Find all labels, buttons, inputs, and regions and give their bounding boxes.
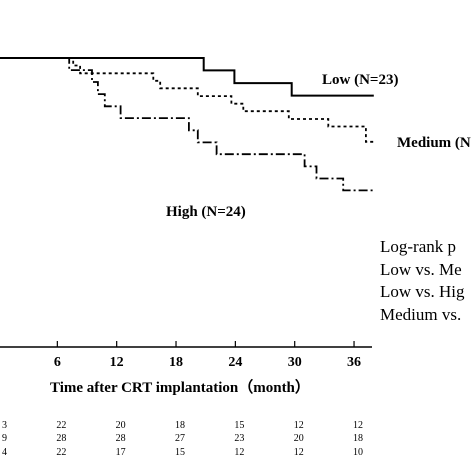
at-risk-count: 23 — [234, 433, 244, 444]
at-risk-count: 12 — [353, 420, 363, 431]
x-tick-label: 6 — [54, 355, 61, 370]
x-tick-label: 30 — [288, 355, 302, 370]
at-risk-count: 12 — [294, 420, 304, 431]
at-risk-count: 22 — [56, 447, 66, 458]
x-axis-label: Time after CRT implantation（month） — [50, 378, 310, 396]
x-axis-ticks: 6 12 18 24 30 36 — [54, 341, 361, 370]
numbers-at-risk-table: 3 22 20 18 15 12 12 9 28 28 27 23 20 18 4 22 17 15 12 12 10 — [2, 420, 363, 458]
x-tick-label: 36 — [347, 355, 361, 370]
x-tick-label: 12 — [110, 355, 124, 370]
at-risk-count: 18 — [353, 433, 363, 444]
low-survival-curve — [0, 57, 374, 97]
survival-curves — [0, 57, 374, 192]
at-risk-count: 28 — [56, 433, 66, 444]
logrank-medium-vs-high: Medium vs. — [380, 305, 461, 324]
high-survival-curve — [0, 57, 374, 192]
at-risk-count: 28 — [116, 433, 126, 444]
at-risk-count: 12 — [234, 447, 244, 458]
logrank-title: Log-rank p — [380, 237, 456, 256]
logrank-low-vs-medium: Low vs. Me — [380, 260, 462, 279]
at-risk-count: 3 — [2, 420, 7, 431]
at-risk-count: 20 — [116, 420, 126, 431]
at-risk-count: 10 — [353, 447, 363, 458]
at-risk-count: 22 — [56, 420, 66, 431]
series-label-high: High (N=24) — [166, 204, 246, 220]
at-risk-count: 15 — [175, 447, 185, 458]
at-risk-count: 27 — [175, 433, 185, 444]
logrank-low-vs-high: Low vs. Hig — [380, 282, 465, 301]
at-risk-count: 4 — [2, 447, 7, 458]
at-risk-count: 9 — [2, 433, 7, 444]
series-label-low: Low (N=23) — [322, 72, 398, 88]
at-risk-count: 15 — [234, 420, 244, 431]
at-risk-count: 12 — [294, 447, 304, 458]
at-risk-count: 18 — [175, 420, 185, 431]
at-risk-count: 17 — [116, 447, 126, 458]
x-tick-label: 24 — [228, 355, 242, 370]
medium-survival-curve — [0, 57, 374, 143]
x-tick-label: 18 — [169, 355, 183, 370]
series-label-medium: Medium (N — [397, 135, 471, 151]
at-risk-count: 20 — [294, 433, 304, 444]
